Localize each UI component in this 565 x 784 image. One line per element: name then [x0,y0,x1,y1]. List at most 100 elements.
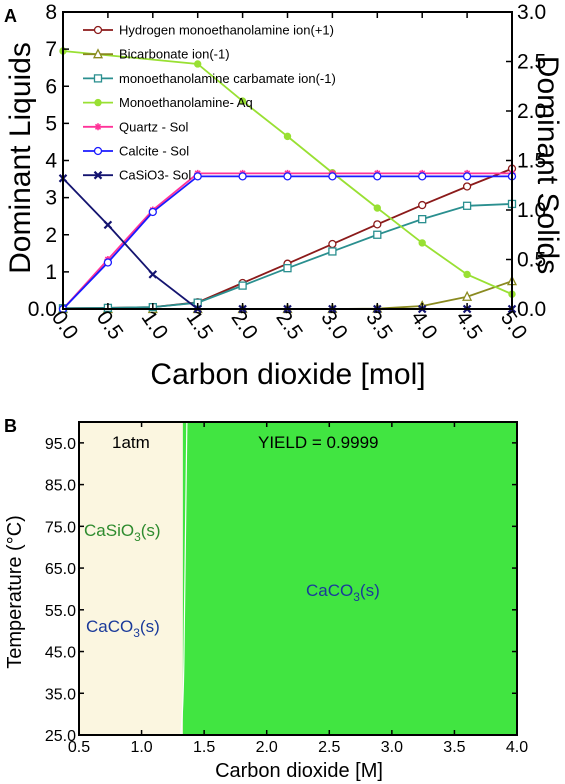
panel-b-y-tick-label: 55.0 [45,603,76,620]
panel-a-legend-entry: Hydrogen monoethanolamine ion(+1) [119,23,334,38]
panel-b-y-tick-label: 65.0 [45,561,76,578]
panel-a-legend-marker [92,48,104,59]
panel-a-y-left-tick-label: 8 [45,1,57,24]
panel-b-x-tick-label: 1.5 [193,739,215,756]
panel-a-series-line [62,177,512,310]
panel-a-y-right-tick-label: 0.0 [517,298,546,321]
panel-a-data-point [238,172,247,181]
panel-a-y-left-tick-label: 5 [45,112,57,135]
panel-a-data-point [103,220,113,230]
panel-a-legend: Hydrogen monoethanolamine ion(+1) Bicarbo… [83,23,336,183]
panel-a-data-point [328,239,337,249]
panel-b-x-tick-label: 3.5 [443,739,465,756]
panel-b-x-axis-label: Carbon dioxide [M] [215,760,383,782]
panel-a-legend-entry: Monoethanolamine- Aq [119,95,253,110]
panel-a-data-point [283,132,292,141]
panel-b-x-tick-label: 2.0 [256,739,278,756]
panel-a-x-tick-label: 1.0 [137,307,173,344]
panel-b-caco3-right-label: CaCO3(s) [306,581,380,604]
panel-a-x-tick-label: 2.5 [271,307,307,344]
panel-a-y-right-tick-label: 1.5 [517,150,546,173]
panel-a-legend-entry: Bicarbonate ion(-1) [119,47,230,62]
panel-a-legend-entry: Calcite - Sol [119,144,189,159]
panel-b-y-tick-label: 75.0 [45,519,76,536]
panel-a-data-point [462,172,472,181]
panel-b-casio3-label: CaSiO3(s) [84,521,161,544]
panel-a-x-axis-label: Carbon dioxide [mol] [150,358,425,391]
panel-a-y-right-tick-label: 0.5 [517,249,546,272]
panel-b-pressure-label: 1atm [112,433,150,452]
panel-a-data-point [462,201,472,210]
panel-a-data-point [328,172,337,181]
panel-a-series-2 [58,199,517,313]
panel-a-legend-entry: monoethanolamine carbamate ion(-1) [119,71,336,86]
panel-b-y-tick-label: 45.0 [45,645,76,662]
panel-a-data-point [462,290,473,301]
panel-b-label: B [4,416,17,436]
panel-a-x-tick-label: 4.0 [406,307,442,344]
panel-a-chart: A Hydrogen monoethanolamine ion(+1) Bicar… [4,1,564,391]
panel-a-label: A [4,6,17,26]
panel-a-legend-entry: Quartz - Sol [119,119,188,134]
panel-b-region-1 [182,422,517,735]
panel-a-data-point [238,281,247,290]
panel-b-axes: 0.5 1.0 1.5 2.0 2.5 3.0 3.5 4.0 25.0 35.0 45.0 55.0… [45,421,528,756]
panel-a-y-left-axis-label: Dominant Liquids [4,42,37,274]
panel-a-y-left-tick-label: 2 [45,224,57,247]
panel-a-y-right-tick-label: 1.0 [517,199,546,222]
panel-b-frame [78,421,518,736]
panel-a-data-point [418,215,427,224]
panel-a-y-left-tick-label: 6 [45,75,57,98]
panel-b-annotations: 1atm YIELD = 0.9999 CaSiO3(s) CaCO3(s) C… [84,433,380,640]
panel-a-legend-entry: CaSiO3- Sol [119,168,191,183]
panel-b-x-tick-label: 4.0 [506,739,528,756]
panel-a-data-point [148,270,158,279]
panel-a-y-left-tick-label: 3 [45,187,57,210]
panel-a-y-left-tick-label: 4 [45,150,57,173]
panel-b-x-tick-label: 1.0 [130,739,152,756]
panel-a-data-point [283,172,292,181]
panel-b-x-tick-label: 0.5 [68,739,90,756]
panel-b-y-tick-label: 95.0 [45,436,76,453]
panel-b-regions [79,421,517,736]
panel-a-y-left-tick-label: 0.0 [28,298,57,321]
panel-a-y-right-axis-label: Dominant Solids [531,56,564,274]
panel-a-legend-marker [93,25,103,35]
panel-a-data-point [283,264,292,273]
panel-a-data-point [418,172,427,181]
panel-b-y-tick-label: 25.0 [45,728,76,745]
panel-a-x-tick-label: 3.5 [361,307,397,344]
panel-a-y-right-tick-label: 2.5 [517,51,546,74]
panel-a-x-tick-label: 1.5 [182,307,218,344]
panel-a-data-point [373,172,382,181]
panel-a-x-tick-label: 0.5 [92,307,128,344]
panel-a-data-point [328,247,337,256]
panel-b-x-tick-label: 3.0 [381,739,403,756]
panel-a-series-line [62,172,512,310]
panel-a-data-point [373,230,382,239]
panel-b-y-axis-label: Temperature (°C) [4,515,26,669]
panel-a-x-tick-label: 2.0 [227,307,263,344]
panel-a-legend-marker [94,98,102,107]
panel-a-data-point [194,60,202,68]
panel-a-y-right-tick-label: 2.0 [517,100,546,123]
panel-b-boundary [180,421,188,736]
panel-b-chart: B 1atm YIELD = 0.9999 CaSiO3(s) CaCO3(s)… [4,416,528,782]
panel-b-region-0 [79,422,183,735]
panel-a-legend-marker [94,123,102,131]
panel-a-data-point [193,172,202,181]
panel-b-y-tick-label: 85.0 [45,478,76,495]
panel-a-legend-marker [93,170,103,180]
panel-b-caco3-left-label: CaCO3(s) [86,617,160,640]
panel-a-data-point [463,270,471,279]
panel-a-data-point [373,204,381,212]
panel-a-y-left-tick-label: 7 [45,38,57,61]
panel-b-x-tick-label: 2.5 [318,739,340,756]
panel-a-y-right-tick-label: 3.0 [517,1,546,24]
panel-a-data-point [103,258,113,267]
panel-a-y-left-tick-label: 1 [45,261,57,284]
panel-a-data-point [373,220,382,229]
panel-b-y-tick-label: 35.0 [45,686,76,703]
panel-a-data-point [148,207,157,217]
